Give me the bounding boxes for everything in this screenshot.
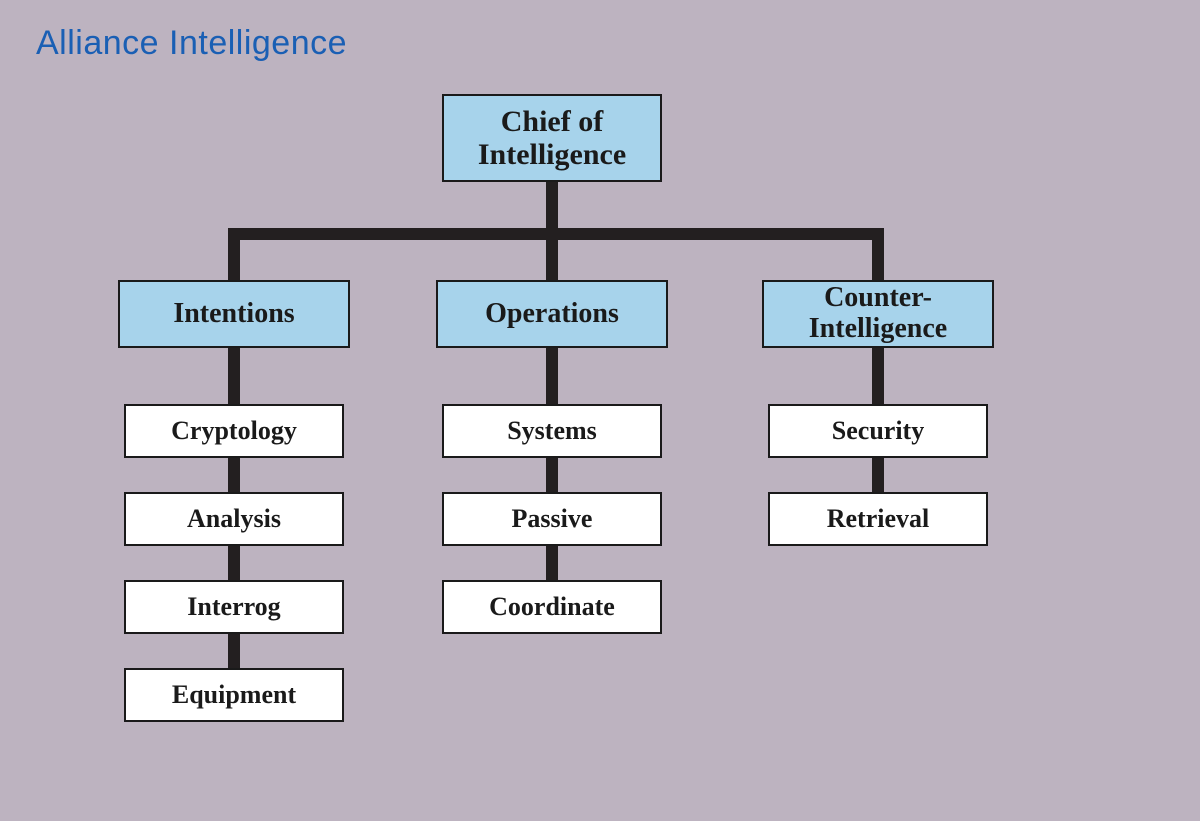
page-title: Alliance Intelligence: [36, 24, 347, 63]
node-leaf-retrieval: Retrieval: [768, 492, 988, 546]
node-leaf-analysis: Analysis: [124, 492, 344, 546]
node-branch-operations: Operations: [436, 280, 668, 348]
node-leaf-passive: Passive: [442, 492, 662, 546]
node-leaf-equipment: Equipment: [124, 668, 344, 722]
node-branch-intentions: Intentions: [118, 280, 350, 348]
node-branch-counter-intelligence: Counter-Intelligence: [762, 280, 994, 348]
node-leaf-interrog: Interrog: [124, 580, 344, 634]
node-root: Chief of Intelligence: [442, 94, 662, 182]
node-leaf-systems: Systems: [442, 404, 662, 458]
node-leaf-security: Security: [768, 404, 988, 458]
node-leaf-cryptology: Cryptology: [124, 404, 344, 458]
node-leaf-coordinate: Coordinate: [442, 580, 662, 634]
